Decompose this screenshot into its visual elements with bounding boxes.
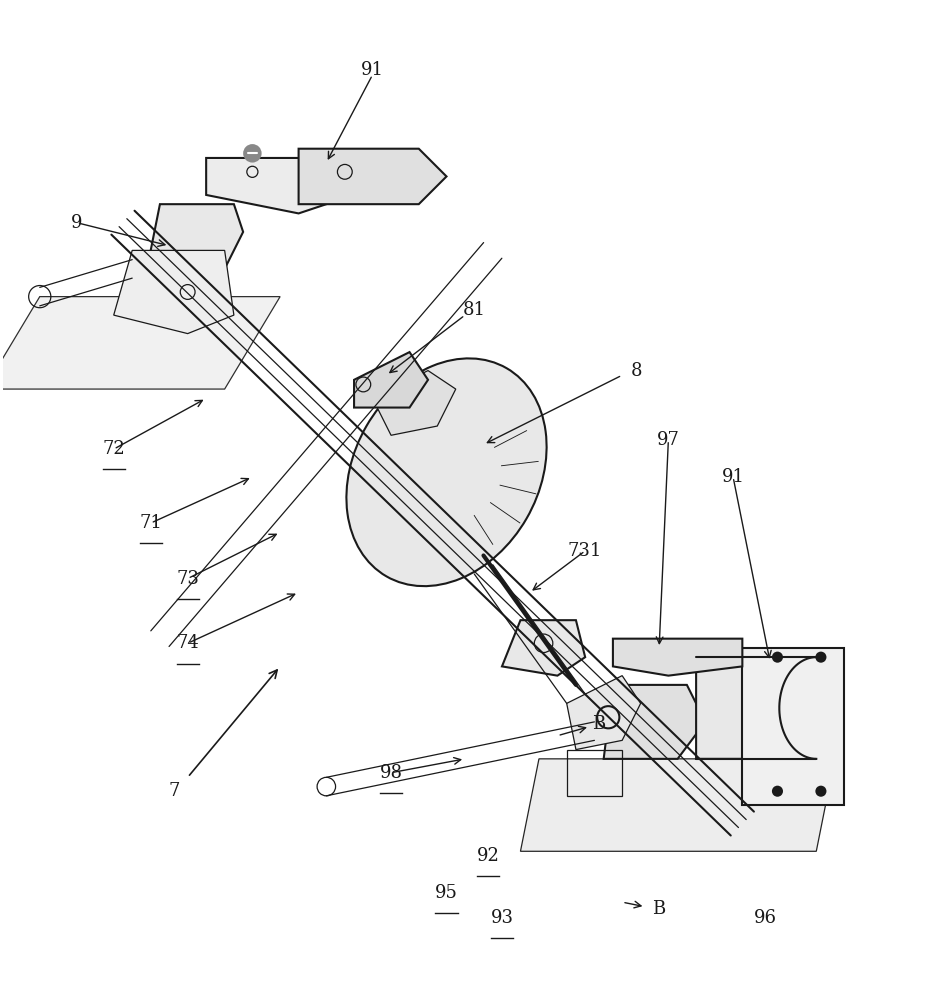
Text: 92: 92	[477, 847, 499, 865]
Text: B: B	[592, 715, 605, 733]
Text: 96: 96	[754, 909, 777, 927]
Circle shape	[816, 786, 827, 797]
Polygon shape	[613, 639, 742, 676]
Text: B: B	[653, 900, 666, 918]
Polygon shape	[373, 371, 456, 435]
Text: 73: 73	[176, 570, 199, 588]
Text: 91: 91	[361, 61, 384, 79]
Polygon shape	[354, 352, 428, 408]
Polygon shape	[697, 657, 835, 759]
Polygon shape	[566, 676, 641, 750]
Polygon shape	[206, 158, 354, 213]
Polygon shape	[0, 297, 280, 389]
Text: 98: 98	[379, 764, 403, 782]
Circle shape	[772, 652, 783, 663]
Text: 91: 91	[722, 468, 745, 486]
Text: 71: 71	[140, 514, 162, 532]
Text: 8: 8	[631, 362, 642, 380]
Polygon shape	[299, 149, 446, 204]
Text: 731: 731	[568, 542, 603, 560]
Text: 7: 7	[168, 782, 179, 800]
Circle shape	[772, 786, 783, 797]
Text: 93: 93	[490, 909, 513, 927]
Polygon shape	[113, 250, 233, 334]
Polygon shape	[742, 648, 844, 805]
Text: 72: 72	[102, 440, 126, 458]
Polygon shape	[521, 759, 835, 851]
Text: 9: 9	[71, 214, 83, 232]
Ellipse shape	[346, 358, 547, 586]
Text: 95: 95	[435, 884, 458, 902]
Polygon shape	[502, 620, 585, 676]
Circle shape	[816, 652, 827, 663]
Text: 97: 97	[657, 431, 680, 449]
Text: 74: 74	[177, 634, 199, 652]
Text: 81: 81	[463, 301, 485, 319]
Polygon shape	[604, 685, 705, 759]
Polygon shape	[151, 204, 243, 278]
Circle shape	[243, 144, 261, 163]
